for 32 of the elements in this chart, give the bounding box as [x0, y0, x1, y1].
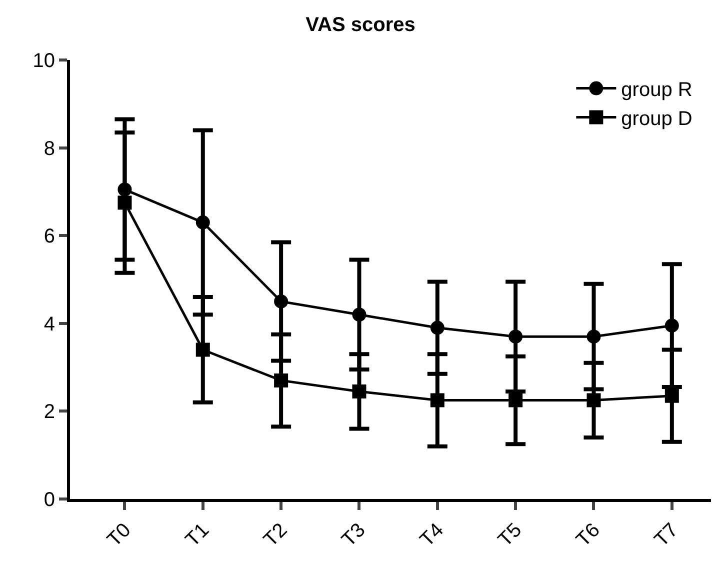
chart-title: VAS scores	[306, 14, 416, 36]
point	[274, 294, 288, 308]
point	[586, 330, 601, 344]
point	[274, 373, 288, 388]
x-tick-label: T7	[650, 519, 683, 552]
y-tick-label: 10	[32, 50, 55, 72]
point	[118, 196, 132, 210]
y-tick-label: 2	[44, 401, 55, 424]
x-tick-label: T1	[181, 519, 214, 552]
point	[430, 320, 444, 335]
point	[664, 388, 679, 403]
point	[430, 393, 444, 408]
x-tick-label: T4	[416, 519, 448, 552]
legend-label: group D	[621, 108, 692, 130]
x-tick-label: T5	[494, 519, 526, 552]
point	[508, 393, 523, 408]
point	[352, 308, 366, 322]
point	[196, 342, 210, 357]
x-tick-label: T2	[260, 519, 292, 552]
y-tick-label: 0	[44, 489, 55, 511]
point	[508, 330, 523, 344]
y-tick-label: 6	[44, 226, 55, 248]
point	[352, 384, 366, 398]
point	[664, 318, 679, 333]
y-tick-label: 8	[44, 138, 55, 160]
point	[196, 215, 210, 230]
x-tick-label: T0	[103, 519, 136, 552]
x-tick-label: T6	[572, 519, 604, 552]
y-tick-label: 4	[44, 313, 55, 336]
x-tick-label: T3	[338, 519, 370, 552]
point	[586, 393, 601, 408]
legend-label: group R	[621, 79, 692, 102]
